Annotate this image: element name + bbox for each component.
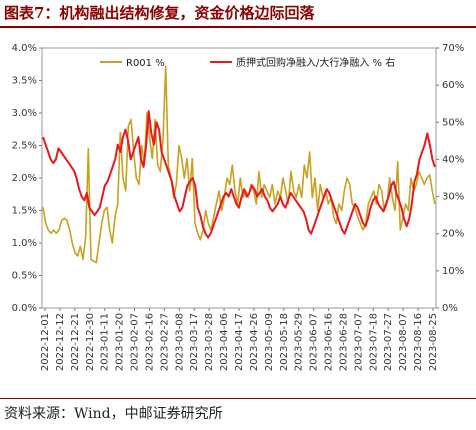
- x-tick-label: 2022-12-21: [70, 313, 81, 371]
- right-tick-label: 70%: [442, 43, 464, 54]
- right-tick-label: 20%: [442, 229, 464, 240]
- x-tick-label: 2023-05-29: [294, 313, 305, 371]
- legend-label-2: 质押式回购净融入/大行净融入 % 右: [236, 56, 395, 69]
- x-tick-label: 2023-02-16: [144, 313, 155, 371]
- x-tick-label: 2023-02-27: [159, 313, 170, 371]
- right-tick-label: 10%: [442, 266, 464, 277]
- left-tick-label: 0.5%: [12, 271, 37, 282]
- x-tick-label: 2023-03-28: [204, 313, 215, 371]
- x-tick-label: 2023-06-28: [338, 313, 349, 371]
- x-tick-label: 2023-03-17: [189, 313, 200, 371]
- plot-frame: [41, 47, 437, 309]
- x-tick-label: 2022-12-12: [55, 313, 66, 371]
- right-y-axis: 0% 10% 20% 30% 40% 50% 60% 70%: [436, 43, 464, 314]
- x-tick-label: 2023-08-16: [413, 313, 424, 371]
- source-note: 资料来源：Wind，中邮证券研究所: [4, 406, 223, 422]
- x-tick-label: 2023-07-18: [368, 313, 379, 371]
- legend: R001 % 质押式回购净融入/大行净融入 % 右: [100, 56, 395, 69]
- left-tick-label: 1.5%: [12, 206, 37, 217]
- series-layer: [41, 47, 437, 309]
- left-tick-label: 0.0%: [12, 303, 37, 314]
- x-tick-label: 2023-07-07: [353, 313, 364, 371]
- x-tick-label: 2023-01-11: [100, 313, 111, 371]
- x-tick-label: 2022-12-01: [40, 313, 51, 371]
- right-tick-label: 50%: [442, 117, 464, 128]
- left-tick-label: 3.0%: [12, 108, 37, 119]
- x-tick-label: 2023-05-18: [279, 313, 290, 371]
- x-tick-label: 2023-08-25: [428, 313, 439, 371]
- left-tick-label: 4.0%: [12, 43, 37, 54]
- x-tick-label: 2023-05-09: [264, 313, 275, 371]
- x-tick-label: 2023-06-07: [309, 313, 320, 371]
- x-tick-label: 2023-02-07: [130, 313, 141, 371]
- x-tick-label: 2023-03-08: [174, 313, 185, 371]
- legend-label-1: R001 %: [126, 58, 165, 69]
- x-tick-label: 2023-04-17: [234, 313, 245, 371]
- series-line-1: [42, 65, 436, 264]
- right-tick-label: 0%: [442, 303, 458, 314]
- right-tick-label: 60%: [442, 80, 464, 91]
- right-tick-label: 30%: [442, 192, 464, 203]
- x-axis: 2022-12-01 2022-12-12 2022-12-21 2022-12-30…: [40, 308, 439, 371]
- left-tick-label: 1.0%: [12, 238, 37, 249]
- left-tick-label: 3.5%: [12, 76, 37, 87]
- title-divider: [0, 26, 476, 28]
- x-tick-label: 2022-12-30: [85, 313, 96, 371]
- chart-title: 图表7：机构融出结构修复，资金价格边际回落: [4, 4, 315, 22]
- series-line-2: [42, 110, 436, 239]
- left-tick-label: 2.5%: [12, 141, 37, 152]
- x-tick-label: 2023-06-16: [324, 313, 335, 371]
- x-tick-label: 2023-04-06: [219, 313, 230, 371]
- left-y-axis: 0.0% 0.5% 1.0% 1.5% 2.0% 2.5% 3.0% 3.5% 4.0%: [12, 43, 42, 314]
- left-tick-label: 2.0%: [12, 173, 37, 184]
- x-tick-label: 2023-04-26: [249, 313, 260, 371]
- line-chart: 0.0% 0.5% 1.0% 1.5% 2.0% 2.5% 3.0% 3.5% 4.0% 0% 1…: [12, 43, 465, 371]
- x-tick-label: 2023-01-20: [115, 313, 126, 371]
- x-tick-label: 2023-07-27: [383, 313, 394, 371]
- right-tick-label: 40%: [442, 154, 464, 165]
- source-divider: [0, 398, 476, 399]
- x-tick-label: 2023-08-07: [398, 313, 409, 371]
